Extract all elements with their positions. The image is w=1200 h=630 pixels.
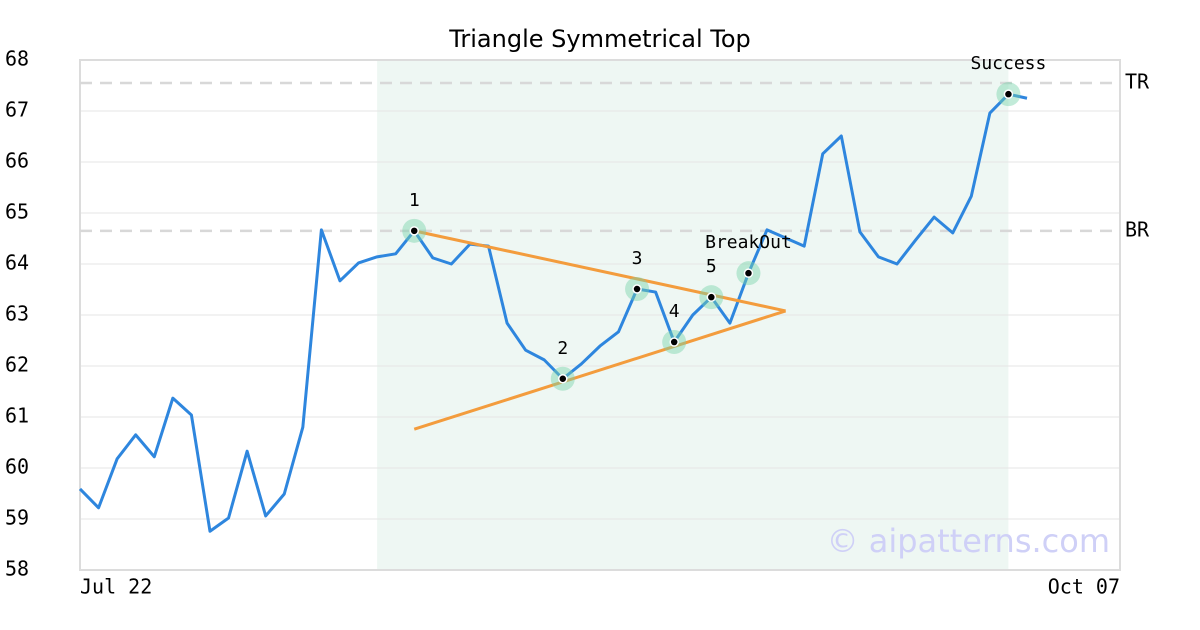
y-tick-label: 64: [5, 251, 29, 275]
trend-line: [413, 309, 787, 431]
pivot-point: [743, 268, 754, 278]
level-label: BR: [1125, 217, 1150, 241]
y-tick-label: 66: [5, 149, 29, 173]
pivot-label: 4: [669, 301, 680, 322]
plot-frame: [79, 59, 1121, 571]
y-tick-label: 58: [5, 557, 29, 581]
pivot-label: Success: [971, 53, 1047, 74]
pivot-point: [706, 292, 717, 302]
pivot-point: [1003, 89, 1014, 99]
y-tick-label: 60: [5, 455, 29, 479]
y-tick-label: 61: [5, 404, 29, 428]
y-tick-label: 63: [5, 302, 29, 326]
level-label: TR: [1125, 69, 1150, 93]
watermark: © aipatterns.com: [827, 522, 1110, 560]
chart-title: Triangle Symmetrical Top: [448, 25, 751, 53]
y-tick-label: 65: [5, 200, 29, 224]
pivot-label: 3: [632, 248, 643, 269]
y-tick-label: 62: [5, 353, 29, 377]
price-line: [78, 92, 1028, 533]
pivot-label: BreakOut: [705, 232, 792, 253]
pivot-label: 1: [409, 190, 420, 211]
trend-line: [413, 229, 786, 313]
x-tick-label: Oct 07: [1048, 575, 1120, 599]
y-tick-label: 67: [5, 98, 29, 122]
pivot-point: [409, 226, 419, 236]
pivot-label: 5: [706, 256, 717, 277]
pivot-point: [558, 374, 568, 384]
y-tick-label: 59: [5, 506, 29, 530]
pivot-point: [632, 284, 642, 294]
pivot-label: 2: [557, 338, 568, 359]
pivot-point: [669, 337, 679, 347]
x-tick-label: Jul 22: [80, 575, 152, 599]
y-tick-label: 68: [5, 47, 29, 71]
